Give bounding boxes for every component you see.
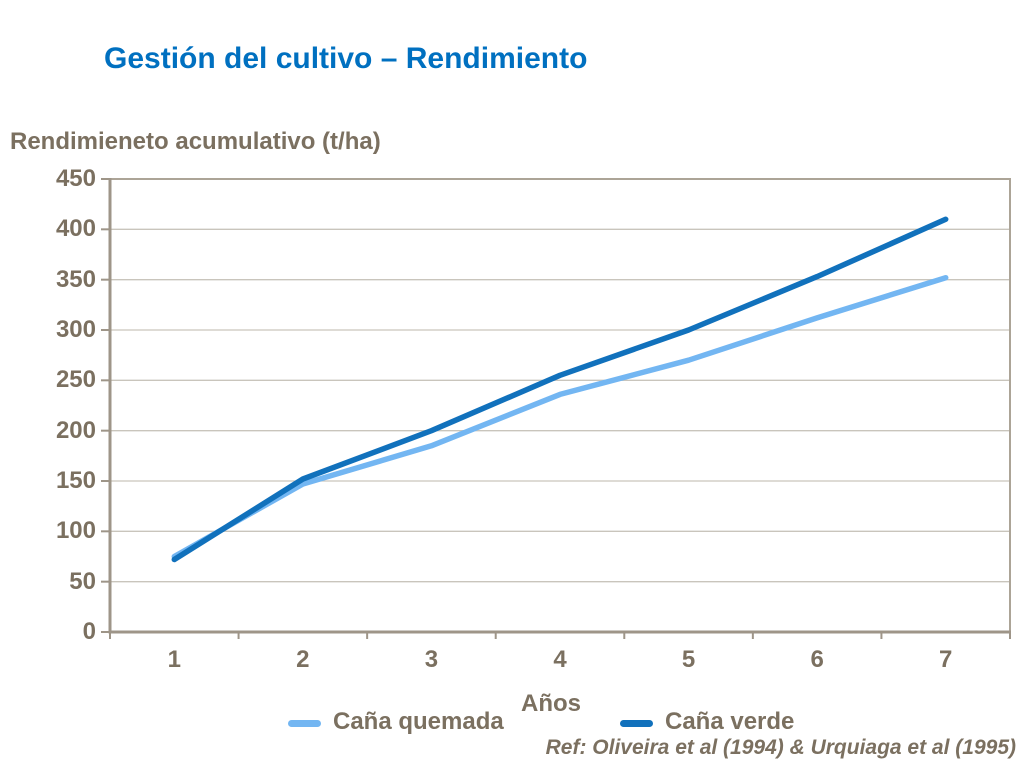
x-axis-tick-label: 4 bbox=[553, 646, 567, 673]
y-axis-tick-label: 200 bbox=[55, 416, 96, 444]
x-axis-tick-label: 3 bbox=[424, 646, 439, 673]
y-axis-tick-label: 350 bbox=[55, 265, 96, 293]
y-axis-tick-label: 50 bbox=[69, 567, 96, 595]
y-axis-tick-label: 250 bbox=[55, 366, 96, 394]
y-axis-tick-label: 450 bbox=[55, 165, 96, 192]
y-axis-tick-label: 0 bbox=[82, 618, 96, 645]
legend-label-verde: Caña verde bbox=[665, 708, 795, 735]
y-axis-tick-label: 100 bbox=[55, 517, 96, 545]
legend-item-quemada: Caña quemada bbox=[288, 708, 504, 736]
y-axis-tick-label: 300 bbox=[55, 316, 96, 343]
x-axis-title: Años bbox=[521, 690, 581, 717]
plot-border bbox=[109, 178, 1011, 633]
verde-line-swatch-icon bbox=[620, 719, 653, 727]
x-axis-tick-label: 1 bbox=[167, 646, 181, 673]
x-axis-tick-label: 5 bbox=[681, 646, 696, 673]
x-axis-tick-label: 7 bbox=[939, 646, 953, 673]
y-axis-tick-label: 150 bbox=[55, 467, 96, 494]
series-line-verde bbox=[171, 216, 949, 563]
reference-citation: Ref: Oliveira et al (1994) & Urquiaga et… bbox=[545, 736, 1016, 759]
page-title: Gestión del cultivo – Rendimiento bbox=[104, 42, 588, 75]
legend-item-verde: Caña verde bbox=[620, 708, 794, 736]
y-axis-tick-label: 400 bbox=[55, 215, 96, 243]
x-axis-tick-label: 2 bbox=[296, 646, 310, 673]
legend-label-quemada: Caña quemada bbox=[333, 708, 504, 735]
chart-title: Rendimieneto acumulativo (t/ha) bbox=[10, 128, 381, 155]
quemada-line-swatch-icon bbox=[288, 719, 321, 727]
series-line-quemada bbox=[171, 274, 949, 560]
x-axis-tick-label: 6 bbox=[810, 646, 824, 673]
